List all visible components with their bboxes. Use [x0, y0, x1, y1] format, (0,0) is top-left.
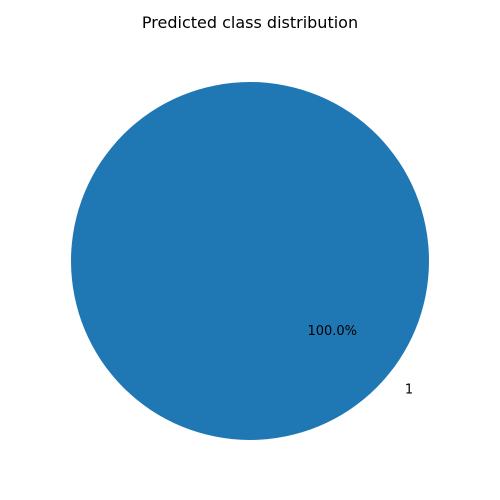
pie-group: 100.0% 1 — [71, 82, 429, 440]
chart-title: Predicted class distribution — [142, 13, 358, 32]
pie-category-label: 1 — [405, 383, 413, 398]
pie-slice-1 — [71, 82, 429, 440]
pie-percent-label: 100.0% — [307, 324, 357, 339]
